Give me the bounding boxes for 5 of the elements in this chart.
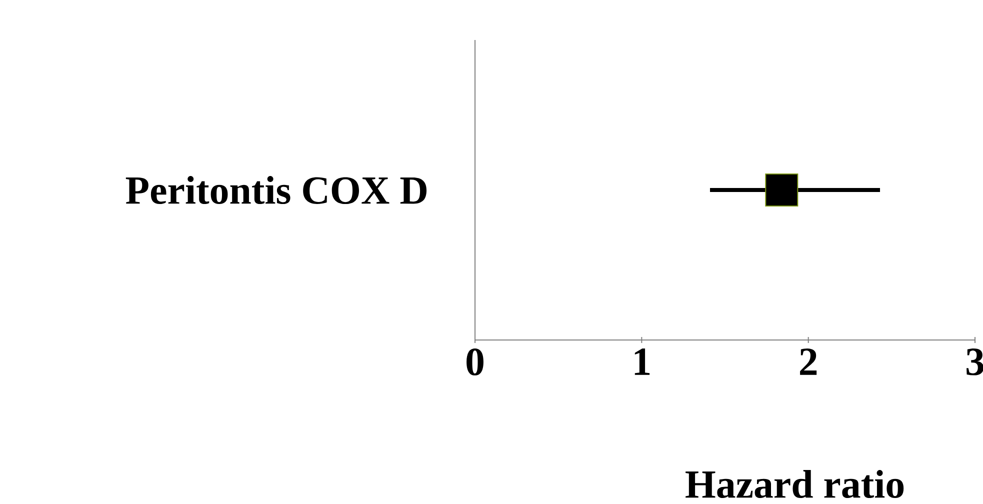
x-tick-label: 2 <box>800 348 817 375</box>
x-axis-title: Hazard ratio <box>686 470 904 498</box>
y-tick-label: Peritontis COX D <box>126 176 426 204</box>
x-tick-label: 1 <box>634 348 650 375</box>
x-tick-label: 0 <box>466 348 484 376</box>
